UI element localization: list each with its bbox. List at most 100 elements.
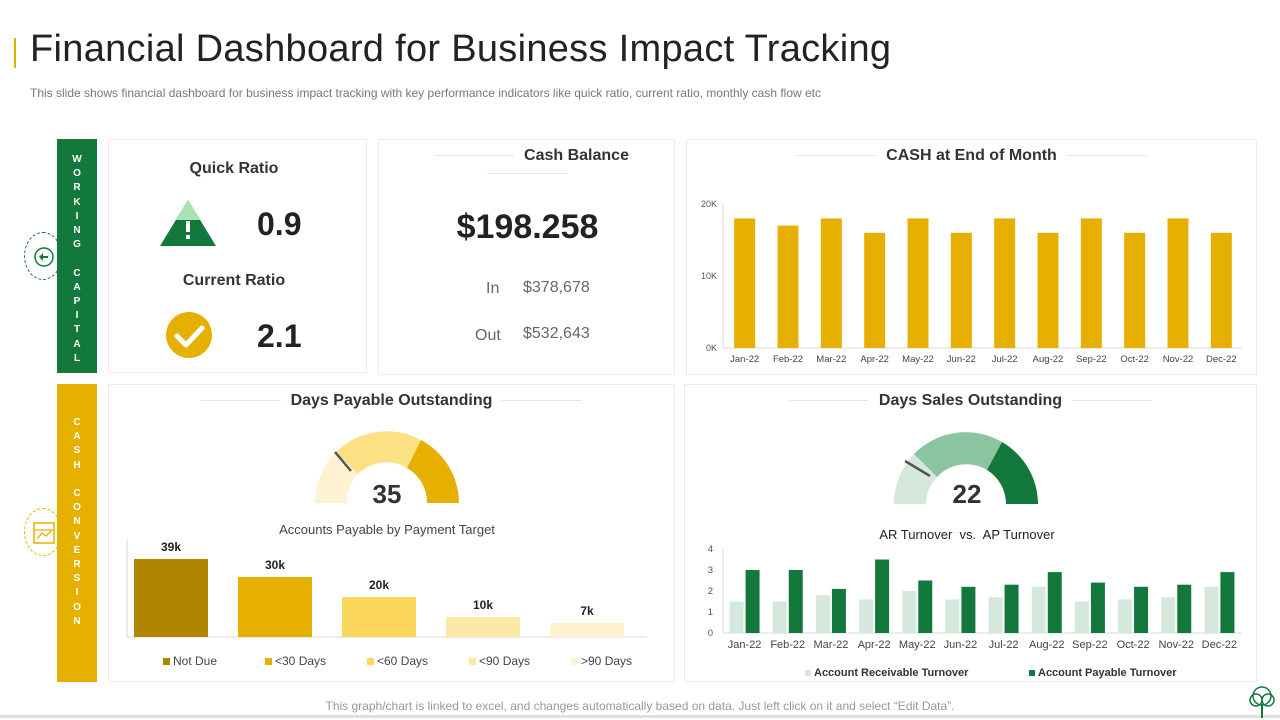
ar-bar [859, 599, 874, 633]
cash-conversion-letter: N [73, 615, 81, 627]
dpo-card: Days Payable Outstanding 35 Accounts Pay… [108, 384, 675, 682]
current-ratio-value: 2.1 [257, 318, 302, 354]
cash-bar [1080, 218, 1102, 348]
working-capital-letter: K [73, 196, 81, 208]
cash-conversion-letter: H [73, 459, 81, 471]
x-tick-label: Nov-22 [1159, 639, 1194, 651]
working-capital-letter: G [73, 239, 81, 251]
ap-bar [831, 588, 846, 633]
cash-balance-card: Cash Balance $198.258 In $378,678 Out $5… [378, 139, 675, 375]
cash-balance-title: Cash Balance [524, 147, 629, 164]
x-tick-label: Jan-22 [728, 639, 762, 651]
ap-data-label: 30k [265, 558, 285, 572]
legend-swatch [367, 658, 374, 665]
cash-bar [864, 232, 886, 348]
y-tick-label: 0K [706, 343, 717, 353]
cycle-icon [24, 232, 62, 280]
working-capital-letter: P [73, 296, 81, 308]
working-capital-letter: I [75, 310, 79, 322]
cash-conversion-letter: A [73, 431, 81, 443]
legend-label: <30 Days [275, 654, 326, 668]
page-title: Financial Dashboard for Business Impact … [30, 28, 892, 70]
cash-balance-value: $198.258 [456, 208, 599, 246]
y-tick-label: 4 [708, 544, 713, 555]
ar-bar [1074, 601, 1089, 633]
legend-swatch [265, 658, 272, 665]
legend-label: Account Payable Turnover [1038, 667, 1177, 679]
ap-bar [961, 586, 976, 633]
y-tick-label: 3 [708, 565, 713, 576]
x-tick-label: Mar-22 [816, 354, 846, 365]
dpo-gauge [314, 431, 459, 503]
x-tick-label: Dec-22 [1206, 354, 1237, 365]
cash-out-value: $532,643 [523, 325, 590, 342]
working-capital-letter: R [73, 182, 81, 194]
working-capital-letter: T [73, 324, 81, 336]
working-capital-letter: I [75, 210, 79, 222]
ap-bar [1220, 572, 1235, 633]
cash-bar [950, 232, 972, 348]
legend-label: Not Due [173, 654, 217, 668]
legend-swatch [469, 658, 476, 665]
working-capital-letter: C [73, 267, 81, 279]
dso-card: Days Sales Outstanding 22 AR Turnover vs… [684, 384, 1257, 682]
cash-conversion-letter: E [73, 544, 81, 556]
working-capital-letter: A [73, 338, 81, 350]
ar-bar [1118, 599, 1133, 633]
y-tick-label: 1 [708, 607, 713, 618]
ar-bar [1031, 586, 1046, 633]
working-capital-letter: L [73, 352, 81, 364]
tree-logo-icon [1246, 684, 1278, 720]
working-capital-letter: N [73, 225, 81, 237]
y-tick-label: 20K [701, 199, 717, 209]
cash-conversion-letter [57, 473, 97, 487]
ap-chart-title: Accounts Payable by Payment Target [279, 522, 495, 537]
cash-bar [734, 218, 756, 348]
ap-bar [446, 617, 520, 637]
ap-bar [745, 570, 760, 633]
x-tick-label: Feb-22 [770, 639, 805, 651]
cash-in-value: $378,678 [523, 279, 590, 296]
cash-conversion-letter: C [73, 417, 81, 428]
cash-conversion-letter: C [73, 488, 81, 500]
x-tick-label: Jan-22 [730, 354, 759, 365]
current-ratio-label: Current Ratio [182, 272, 286, 289]
page-subtitle: This slide shows financial dashboard for… [30, 86, 822, 100]
cash-in-label: In [486, 280, 500, 297]
legend-swatch [805, 670, 811, 676]
cash-conversion-letter: S [73, 573, 81, 585]
ap-bar [788, 570, 803, 633]
x-tick-label: Nov-22 [1163, 354, 1194, 365]
x-tick-label: Oct-22 [1120, 354, 1149, 365]
working-capital-letter: O [73, 168, 81, 180]
ap-bar [1090, 582, 1105, 633]
cash-bar [1210, 232, 1232, 348]
ap-bar [1134, 586, 1149, 633]
title-accent-bar [14, 38, 16, 68]
ap-bar [918, 580, 933, 633]
cash-bar [994, 218, 1016, 348]
ap-bar [1047, 572, 1062, 633]
x-tick-label: Sep-22 [1076, 354, 1107, 365]
x-tick-label: Feb-22 [773, 354, 803, 365]
warning-triangle-icon [159, 198, 217, 253]
ar-bar [988, 597, 1003, 633]
cash-bar [1037, 232, 1059, 348]
x-tick-label: Mar-22 [813, 639, 848, 651]
dpo-title: Days Payable Outstanding [290, 392, 493, 409]
cash-end-month-chart: 0K 10K 20K Jan-22 Feb-22 Mar-22 Apr-22 May-22 Ju… [701, 199, 1243, 365]
legend-swatch [1029, 670, 1035, 676]
dpo-gauge-value: 35 [372, 479, 402, 509]
legend-label: <60 Days [377, 654, 428, 668]
x-tick-label: Jun-22 [947, 354, 976, 365]
ar-bar [772, 601, 787, 633]
x-tick-label: Aug-22 [1033, 354, 1064, 365]
cash-conversion-letter: O [73, 601, 81, 613]
ap-data-label: 7k [580, 604, 594, 618]
legend-label: <90 Days [479, 654, 530, 668]
y-tick-label: 0 [708, 628, 713, 639]
ap-bar [238, 577, 312, 637]
working-capital-letter [57, 252, 97, 266]
footer-note: This graph/chart is linked to excel, and… [325, 699, 955, 713]
